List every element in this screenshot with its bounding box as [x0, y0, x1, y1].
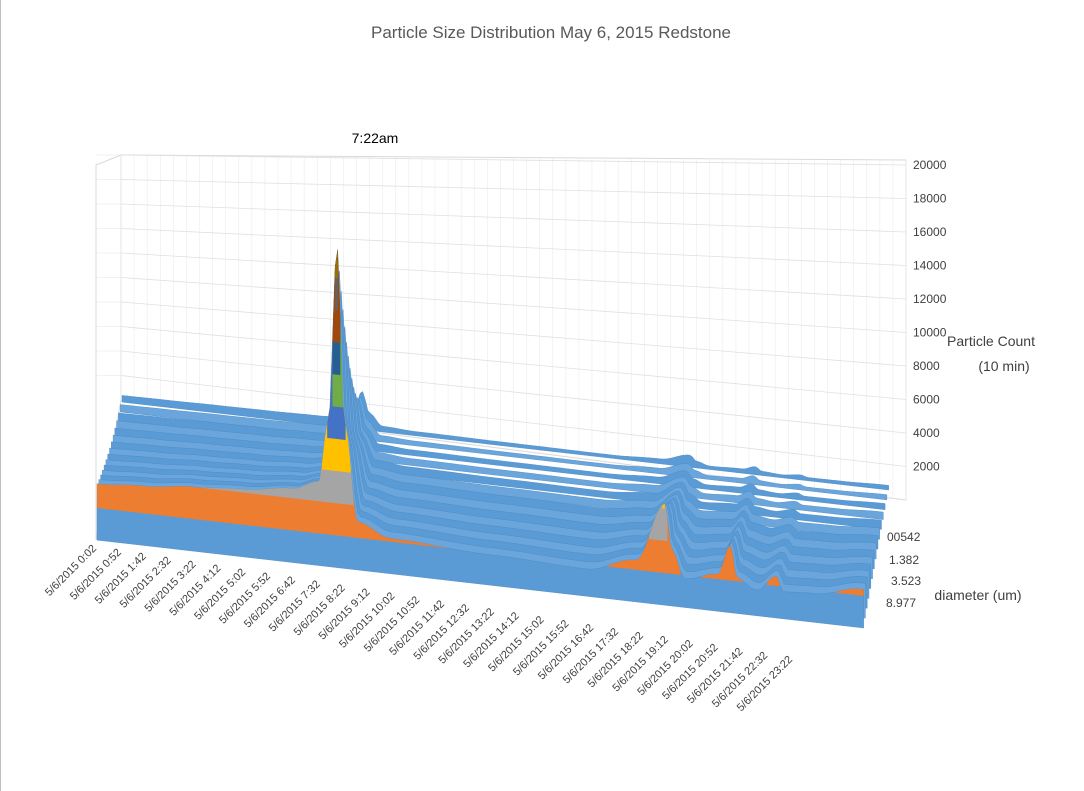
grid-line — [120, 179, 907, 199]
z-tick-label: 18000 — [913, 192, 947, 206]
z-tick-label: 8000 — [913, 359, 940, 373]
surface-row — [109, 368, 877, 560]
z-axis-label-line1: Particle Count — [947, 333, 1035, 349]
z-tick-label: 2000 — [913, 460, 940, 474]
diameter-axis-label: diameter (um) — [934, 587, 1021, 603]
diameter-axis: 00542 1.382 3.523 8.977 — [886, 530, 921, 610]
grid-line — [120, 375, 907, 467]
z-tick-label: 4000 — [913, 426, 940, 440]
diameter-tick-label: 1.382 — [889, 553, 919, 567]
surface-row — [119, 396, 888, 501]
elevation-band — [701, 545, 744, 583]
z-tick-label: 20000 — [913, 158, 947, 172]
z-tick-label: 14000 — [913, 259, 947, 273]
elevation-band — [335, 249, 338, 279]
elevation-band — [834, 588, 864, 596]
elevation-band — [766, 576, 780, 587]
grid-line — [120, 326, 907, 400]
peak-annotation: 7:22am — [352, 130, 399, 146]
surface-row — [121, 391, 889, 491]
diameter-tick-label: 3.523 — [891, 574, 921, 588]
grid-line — [120, 301, 907, 367]
z-tick-label: 16000 — [913, 225, 947, 239]
surface-row — [116, 396, 884, 520]
chart-title: Particle Size Distribution May 6, 2015 R… — [371, 23, 731, 42]
grid-line — [120, 228, 907, 266]
elevation-band — [649, 503, 668, 542]
surface-row — [118, 398, 886, 510]
diameter-tick-label: 00542 — [887, 530, 921, 544]
z-axis: 2000 4000 6000 8000 10000 12000 14000 16000 1800… — [913, 158, 947, 474]
z-tick-label: 12000 — [913, 292, 947, 306]
grid-line — [120, 252, 907, 300]
surface-plot — [96, 249, 889, 629]
elevation-band — [662, 503, 665, 509]
grid-line — [120, 154, 907, 166]
surface-row — [107, 355, 875, 570]
surface-row — [112, 386, 880, 540]
z-axis-label-line2: (10 min) — [978, 358, 1029, 374]
diameter-tick-label: 8.977 — [886, 596, 916, 610]
z-tick-label: 6000 — [913, 393, 940, 407]
grid-line — [120, 350, 907, 434]
surface-row — [114, 392, 882, 530]
grid-line — [120, 203, 907, 233]
z-tick-label: 10000 — [913, 326, 947, 340]
grid-line — [120, 277, 907, 333]
